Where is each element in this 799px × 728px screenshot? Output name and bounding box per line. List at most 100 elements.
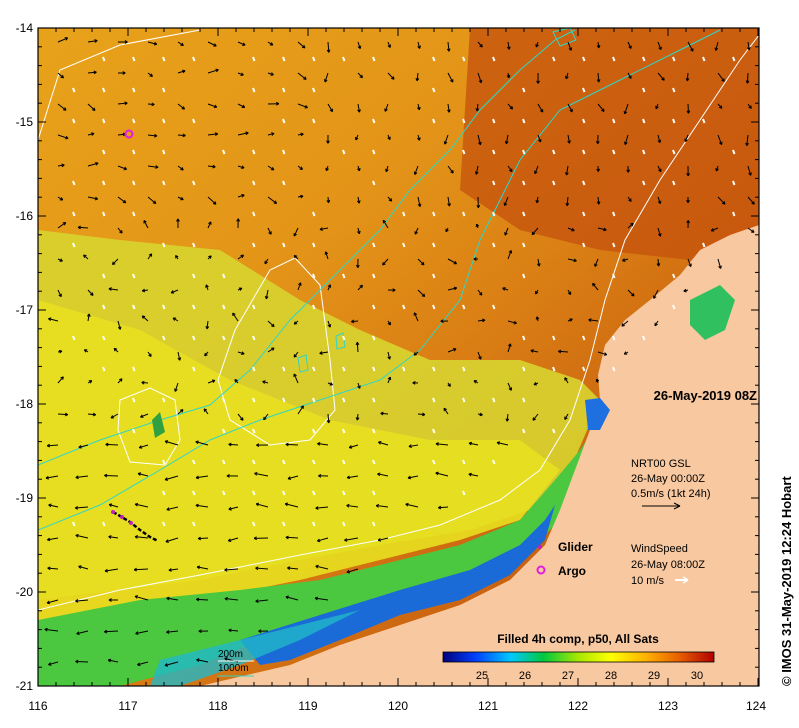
wind-mark: [672, 304, 676, 310]
current-arrowhead: [304, 104, 308, 109]
wind-mark: [462, 459, 466, 465]
current-arrowhead: [592, 282, 596, 287]
current-arrow: [104, 630, 119, 633]
lat-label: -18: [16, 397, 34, 411]
wind-mark: [732, 149, 736, 155]
current-arrow: [351, 320, 359, 323]
current-arrow: [414, 165, 419, 175]
wind-mark: [282, 397, 286, 403]
current-arrow: [588, 319, 599, 322]
wind-mark: [612, 149, 616, 155]
current-arrow: [447, 287, 457, 291]
current-arrowhead: [155, 165, 159, 169]
current-arrow: [137, 661, 149, 666]
current-arrow: [228, 443, 239, 446]
svg-text:200m: 200m: [218, 649, 243, 660]
current-arrowhead: [301, 44, 306, 49]
wind-mark: [522, 118, 526, 124]
current-arrowhead: [208, 221, 212, 225]
colorbar-scale: [442, 651, 715, 663]
wind-mark: [132, 273, 136, 279]
current-arrowhead: [346, 569, 350, 574]
current-arrowhead: [177, 357, 182, 361]
wind-mark: [492, 56, 496, 62]
lon-label: 119: [298, 699, 317, 713]
current-arrowhead: [355, 264, 360, 268]
current-arrowhead: [628, 198, 632, 202]
current-arrowhead: [212, 164, 216, 169]
wind-mark: [552, 335, 556, 341]
lon-label: 117: [118, 699, 137, 713]
current-arrow: [207, 196, 217, 205]
current-arrowhead: [387, 356, 391, 360]
wind-mark: [252, 428, 256, 434]
wind-mark: [462, 118, 466, 124]
current-arrowhead: [382, 219, 387, 224]
current-arrow: [45, 475, 59, 479]
wind-mark: [192, 118, 196, 124]
current-arrowhead: [215, 68, 219, 73]
current-arrowhead: [241, 351, 245, 355]
current-arrowhead: [658, 233, 662, 237]
current-arrow: [134, 568, 149, 571]
current-arrowhead: [385, 168, 389, 173]
current-arrowhead: [558, 349, 562, 354]
wind-mark: [582, 335, 586, 341]
wind-mark: [612, 273, 616, 279]
current-arrowhead: [684, 138, 688, 142]
current-arrowhead: [377, 538, 382, 542]
current-arrowhead: [61, 163, 65, 168]
wind-mark: [552, 56, 556, 62]
current-arrowhead: [474, 171, 479, 175]
wind-mark: [252, 56, 256, 62]
current-arrow: [164, 440, 179, 446]
current-arrowhead: [327, 284, 332, 288]
current-arrowhead: [182, 133, 186, 138]
current-arrowhead: [104, 568, 108, 573]
current-arrowhead: [315, 564, 319, 569]
ne-coast-green: [690, 285, 735, 340]
current-arrow: [567, 103, 573, 113]
current-arrowhead: [509, 105, 514, 110]
lat-label: -16: [16, 209, 34, 223]
current-arrowhead: [164, 440, 169, 444]
wind-mark: [132, 118, 136, 124]
current-arrow: [48, 504, 59, 508]
current-arrowhead: [122, 199, 127, 204]
current-arrow: [357, 41, 361, 49]
current-arrow: [566, 165, 569, 176]
current-arrow: [657, 165, 662, 172]
current-arrowhead: [380, 411, 384, 416]
current-arrowhead: [568, 47, 573, 51]
current-arrow: [117, 165, 127, 170]
current-arrowhead: [137, 662, 141, 667]
current-arrowhead: [170, 290, 175, 294]
current-arrowhead: [473, 257, 477, 261]
current-arrowhead: [205, 284, 209, 288]
current-arrowhead: [175, 254, 179, 259]
current-arrowhead: [141, 315, 146, 319]
svg-text:Glider: Glider: [558, 540, 593, 554]
current-arrow: [254, 472, 269, 477]
current-arrow: [468, 473, 479, 477]
current-arrowhead: [241, 104, 246, 109]
current-arrowhead: [438, 505, 442, 510]
current-arrowhead: [564, 377, 568, 381]
current-arrow: [104, 474, 119, 477]
current-arrowhead: [447, 383, 451, 387]
current-arrowhead: [104, 473, 108, 478]
current-arrow: [507, 103, 513, 110]
current-arrow: [567, 134, 570, 144]
current-arrowhead: [595, 140, 600, 145]
wind-mark: [522, 149, 526, 155]
wind-mark: [492, 180, 496, 186]
current-arrow: [48, 661, 59, 666]
current-arrow: [686, 72, 689, 82]
current-arrow: [164, 475, 179, 481]
wind-mark: [312, 304, 316, 310]
current-arrowhead: [172, 317, 177, 321]
current-arrow: [315, 565, 329, 570]
current-arrow: [174, 382, 179, 392]
current-arrow: [597, 227, 607, 231]
current-arrowhead: [478, 292, 483, 296]
